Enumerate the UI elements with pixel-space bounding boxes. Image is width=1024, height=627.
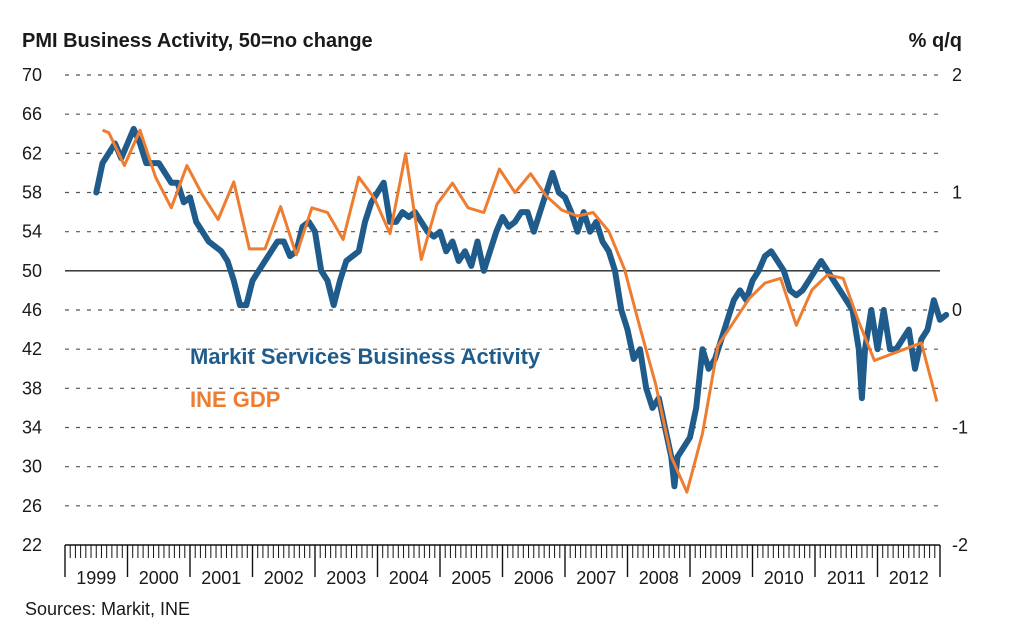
left-axis-ticks: 70 66 62 58 54 50 46 42 38 34 30 26 22 <box>22 65 42 555</box>
left-tick-label: 38 <box>22 378 42 398</box>
left-tick-label: 54 <box>22 222 42 242</box>
x-tick-label: 2004 <box>389 568 429 588</box>
left-tick-label: 22 <box>22 535 42 555</box>
right-tick-label: 2 <box>952 65 962 85</box>
right-axis-ticks: 2 1 0 -1 -2 <box>952 65 968 555</box>
x-tick-label: 2006 <box>514 568 554 588</box>
left-tick-label: 26 <box>22 496 42 516</box>
x-tick-label: 2005 <box>451 568 491 588</box>
left-tick-label: 30 <box>22 457 42 477</box>
x-axis: 1999 2000 2001 2002 2003 2004 2005 2006 2007 2008… <box>64 544 941 588</box>
x-tick-label: 2009 <box>701 568 741 588</box>
left-tick-label: 66 <box>22 104 42 124</box>
right-axis-title: % q/q <box>909 30 962 52</box>
x-tick-label: 1999 <box>76 568 116 588</box>
right-tick-label: -1 <box>952 418 968 438</box>
left-tick-label: 34 <box>22 418 42 438</box>
left-tick-label: 46 <box>22 300 42 320</box>
left-tick-label: 62 <box>22 143 42 163</box>
left-tick-label: 58 <box>22 183 42 203</box>
x-tick-label: 2003 <box>326 568 366 588</box>
source-note: Sources: Markit, INE <box>25 599 190 619</box>
series-lines <box>93 125 950 494</box>
x-tick-label: 2007 <box>576 568 616 588</box>
series-line-gdp <box>101 128 939 494</box>
left-tick-label: 70 <box>22 65 42 85</box>
legend-series-services: Markit Services Business Activity <box>190 344 541 369</box>
x-tick-label: 2010 <box>764 568 804 588</box>
x-tick-label: 2000 <box>139 568 179 588</box>
left-tick-label: 50 <box>22 261 42 281</box>
legend-series-gdp: INE GDP <box>190 387 280 412</box>
x-tick-label: 2008 <box>639 568 679 588</box>
left-tick-label: 42 <box>22 339 42 359</box>
x-tick-label: 2011 <box>827 568 866 588</box>
gridlines <box>65 74 940 507</box>
series-line-services <box>93 125 950 490</box>
chart-title: PMI Business Activity, 50=no change <box>22 30 373 52</box>
right-tick-label: -2 <box>952 535 968 555</box>
x-tick-label: 2012 <box>889 568 929 588</box>
right-tick-label: 1 <box>952 183 962 203</box>
x-tick-label: 2002 <box>264 568 304 588</box>
x-tick-label: 2001 <box>201 568 241 588</box>
right-tick-label: 0 <box>952 300 962 320</box>
